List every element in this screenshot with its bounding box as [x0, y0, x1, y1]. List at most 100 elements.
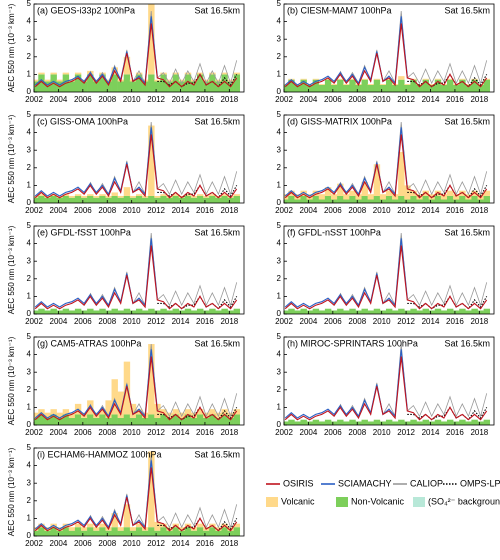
x-tick-label: 2008	[348, 428, 366, 437]
volcanic-bar	[453, 194, 460, 200]
x-tick-label: 2014	[422, 206, 440, 215]
y-tick-label: 2	[27, 496, 32, 505]
volcanic-bar	[74, 72, 82, 75]
non-volcanic-bar	[398, 195, 405, 203]
volcanic-bar	[184, 409, 192, 415]
non-volcanic-bar	[135, 527, 143, 536]
non-volcanic-bar	[227, 417, 234, 425]
panel-title: (d) GISS-MATRIX 100hPa	[287, 116, 392, 126]
series-line	[89, 343, 238, 418]
non-volcanic-bar	[349, 308, 356, 314]
y-tick-label: 2	[277, 163, 282, 172]
non-volcanic-bar	[44, 310, 51, 314]
non-volcanic-bar	[398, 419, 405, 425]
x-tick-label: 2014	[172, 317, 190, 326]
non-volcanic-bar	[184, 308, 192, 314]
volcanic-bar	[38, 409, 45, 415]
y-tick-label: 5	[277, 221, 282, 230]
y-tick-label: 3	[27, 478, 32, 487]
non-volcanic-bar	[142, 417, 149, 425]
non-volcanic-bar	[422, 308, 429, 314]
non-volcanic-bar	[111, 308, 118, 314]
non-volcanic-bar	[38, 308, 45, 314]
non-volcanic-bar	[288, 419, 295, 425]
volcanic-bar	[459, 78, 466, 80]
non-volcanic-bar	[410, 308, 417, 314]
non-volcanic-bar	[56, 197, 63, 203]
non-volcanic-bar	[135, 74, 143, 92]
non-volcanic-bar	[44, 197, 51, 203]
non-volcanic-bar	[81, 310, 88, 314]
non-volcanic-bar	[483, 419, 491, 425]
non-volcanic-bar	[367, 421, 375, 425]
non-volcanic-bar	[440, 421, 448, 425]
non-volcanic-bar	[410, 79, 417, 92]
non-volcanic-bar	[148, 195, 155, 203]
y-tick-label: 0	[27, 309, 32, 318]
x-tick-label: 2004	[300, 206, 318, 215]
non-volcanic-bar	[160, 308, 167, 314]
volcanic-bar	[154, 521, 161, 531]
non-volcanic-bar	[446, 308, 454, 314]
y-tick-label: 5	[27, 443, 32, 452]
non-volcanic-bar	[111, 195, 118, 203]
series-line	[34, 460, 158, 530]
non-volcanic-bar	[324, 195, 332, 203]
non-volcanic-bar	[105, 530, 112, 536]
non-volcanic-bar	[404, 84, 411, 92]
non-volcanic-bar	[87, 195, 94, 203]
non-volcanic-bar	[416, 421, 423, 425]
non-volcanic-bar	[318, 310, 326, 314]
volcanic-bar	[50, 409, 57, 415]
non-volcanic-bar	[50, 527, 57, 536]
non-volcanic-bar	[68, 197, 76, 203]
non-volcanic-bar	[459, 419, 466, 425]
non-volcanic-bar	[56, 310, 63, 314]
series-line	[284, 127, 408, 197]
non-volcanic-bar	[160, 195, 167, 203]
non-volcanic-bar	[404, 421, 411, 425]
x-tick-label: 2006	[74, 95, 92, 104]
non-volcanic-bar	[471, 79, 478, 92]
panel-title: (i) ECHAM6-HAMMOZ 100hPa	[37, 449, 162, 459]
y-tick-label: 3	[27, 145, 32, 154]
x-tick-label: 2004	[300, 317, 318, 326]
volcanic-bar	[56, 412, 63, 418]
non-volcanic-bar	[434, 79, 442, 92]
non-volcanic-bar	[74, 74, 82, 92]
volcanic-bar	[209, 409, 216, 415]
non-volcanic-bar	[117, 310, 125, 314]
volcanic-bar	[123, 56, 131, 75]
non-volcanic-bar	[312, 308, 320, 314]
plot	[284, 10, 491, 92]
volcanic-bar	[62, 72, 70, 75]
non-volcanic-bar	[99, 414, 106, 425]
y-tick-label: 1	[27, 292, 32, 301]
non-volcanic-bar	[196, 74, 204, 92]
x-tick-label: 2004	[50, 95, 68, 104]
volcanic-bar	[68, 527, 76, 531]
non-volcanic-bar	[203, 417, 210, 425]
volcanic-bar	[215, 79, 222, 82]
series-line	[339, 343, 488, 418]
y-tick-label: 0	[277, 420, 282, 429]
non-volcanic-bar	[148, 527, 155, 536]
non-volcanic-bar	[50, 414, 57, 425]
non-volcanic-bar	[44, 530, 51, 536]
non-volcanic-bar	[190, 310, 198, 314]
non-volcanic-bar	[440, 84, 448, 92]
non-volcanic-bar	[300, 195, 307, 203]
volcanic-bar	[422, 78, 429, 80]
y-tick-label: 2	[277, 274, 282, 283]
series-line	[89, 232, 238, 307]
non-volcanic-bar	[294, 421, 301, 425]
volcanic-bar	[160, 409, 167, 415]
non-volcanic-bar	[74, 414, 82, 425]
volcanic-bar	[233, 72, 241, 75]
x-tick-label: 2016	[196, 206, 214, 215]
volcanic-bar	[203, 195, 210, 198]
volcanic-bar	[99, 409, 106, 415]
non-volcanic-bar	[87, 74, 94, 92]
legend-label: OMPS-LP	[460, 478, 500, 488]
